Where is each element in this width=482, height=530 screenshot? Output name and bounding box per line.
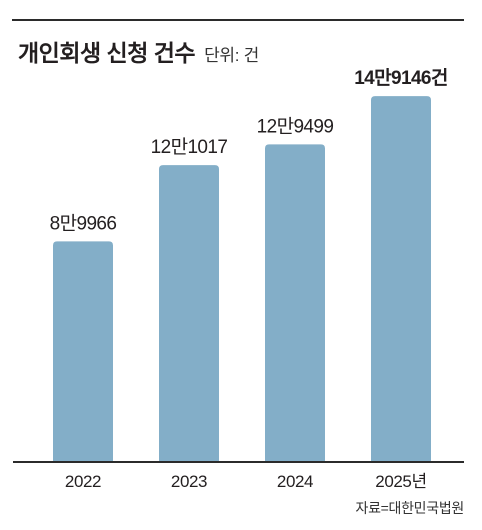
bars-group [53,96,431,463]
x-axis-labels-group: 2022 2023 2024 2025년 [65,472,427,491]
unit-label: 단위: 건 [204,46,259,65]
x-label-2023: 2023 [171,472,207,491]
chart-title: 개인회생 신청 건수 [18,40,196,66]
source-note: 자료=대한민국법원 [355,500,464,516]
value-label-2023: 12만1017 [151,136,228,158]
title-row: 개인회생 신청 건수 단위: 건 [18,34,259,68]
x-label-2022: 2022 [65,472,101,491]
bar-2025년 [371,96,431,463]
bar-2022 [53,241,113,462]
value-labels-group: 8만9966 12만1017 12만9499 14만9146건 [50,67,449,234]
value-label-2024: 12만9499 [257,115,334,137]
x-label-2024: 2024 [277,472,313,491]
x-label-2025년: 2025년 [375,472,426,491]
bar-2023 [159,165,219,463]
top-rule [12,19,464,21]
value-label-2025년: 14만9146건 [354,67,448,89]
value-label-2022: 8만9966 [50,212,117,234]
bar-2024 [265,144,325,463]
